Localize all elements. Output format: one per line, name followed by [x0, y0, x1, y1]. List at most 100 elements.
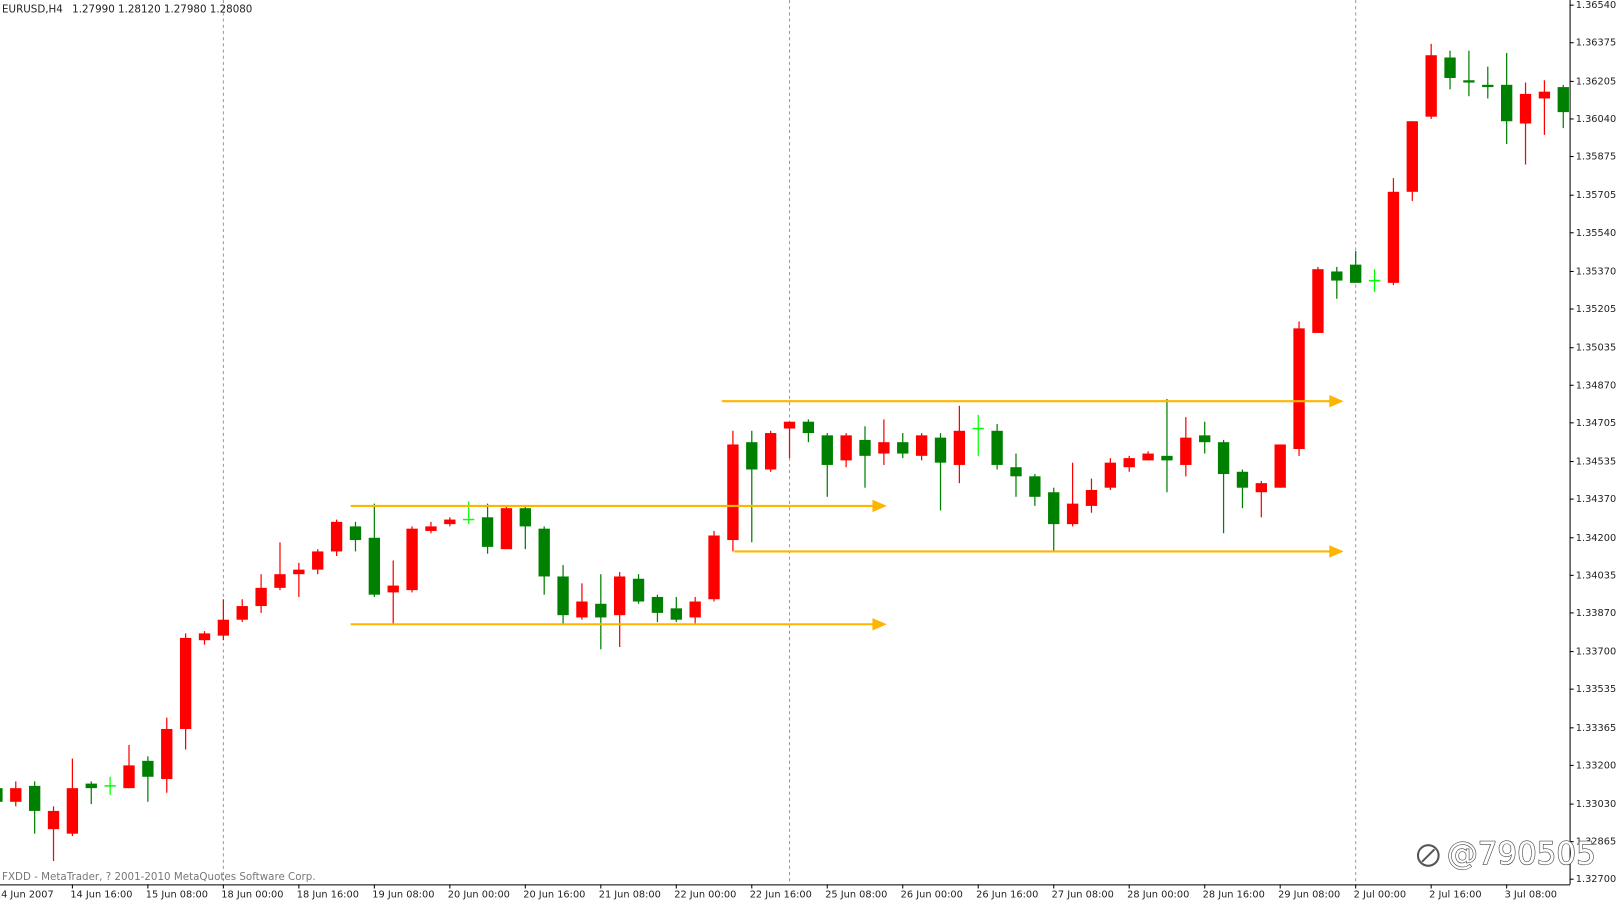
y-tick-label: 1.36375	[1576, 38, 1616, 49]
candle-body	[349, 526, 362, 541]
candle-body	[878, 442, 890, 454]
level-arrowhead	[872, 618, 887, 631]
candle-body	[991, 430, 1003, 465]
y-tick-label: 1.33870	[1576, 608, 1616, 619]
candle-body	[1350, 264, 1362, 283]
candle-body	[255, 587, 267, 607]
candle-body	[1010, 467, 1022, 477]
y-tick-label: 1.34705	[1576, 418, 1616, 429]
y-tick-label: 1.36040	[1576, 114, 1616, 125]
y-tick-label: 1.34200	[1576, 533, 1616, 544]
candle-body	[576, 601, 588, 618]
candle-body	[1142, 453, 1154, 461]
candle-body	[934, 437, 947, 463]
candle-body	[519, 508, 531, 527]
candle-body	[85, 783, 97, 789]
candle-body	[1180, 437, 1192, 465]
y-tick-label: 1.32865	[1576, 837, 1616, 848]
quote: 1.27990 1.28120 1.27980 1.28080	[72, 3, 252, 15]
candle-body	[406, 528, 418, 591]
y-tick-label: 1.34035	[1576, 570, 1616, 581]
candle-body	[538, 528, 550, 577]
candle-body	[0, 788, 3, 802]
y-tick-label: 1.33200	[1576, 760, 1616, 771]
candle-body	[651, 596, 664, 613]
watermark-icon	[1416, 844, 1440, 867]
candle-body	[481, 517, 494, 547]
watermark: @790505	[1447, 836, 1596, 872]
y-tick-label: 1.36205	[1576, 76, 1616, 87]
candle-body	[1500, 84, 1513, 122]
candle-body	[1066, 503, 1079, 525]
candle-body	[10, 788, 22, 802]
candle-body	[1029, 476, 1041, 497]
candle-body	[1387, 191, 1400, 283]
candle-body	[632, 578, 645, 602]
candle-body	[614, 576, 626, 616]
candle-body	[1406, 121, 1418, 192]
y-tick-label: 1.32700	[1576, 874, 1616, 885]
candle-body	[557, 576, 569, 616]
candle-body	[821, 435, 833, 465]
y-tick-label: 1.36540	[1576, 0, 1616, 11]
candle-body	[179, 637, 192, 729]
y-tick-label: 1.34870	[1576, 380, 1616, 391]
candle-body	[1048, 492, 1060, 525]
y-tick-label: 1.33030	[1576, 799, 1616, 810]
x-tick-label: 2 Jul 16:00	[1429, 890, 1481, 901]
candle-body	[1312, 269, 1324, 333]
candle-body	[689, 601, 701, 618]
footer: FXDD - MetaTrader, ? 2001-2010 MetaQuote…	[2, 871, 316, 883]
candle-body	[28, 785, 41, 811]
x-tick-label: 2 Jul 00:00	[1354, 890, 1406, 901]
symbol: EURUSD,H4	[2, 3, 63, 15]
candle-body	[840, 435, 852, 461]
candle-body	[293, 569, 305, 575]
candle-body	[330, 521, 343, 552]
x-tick-label: 19 Jun 08:00	[372, 890, 434, 901]
x-tick-label: 15 Jun 08:00	[146, 890, 208, 901]
y-tick-label: 1.33365	[1576, 723, 1616, 734]
candle-body	[161, 728, 173, 780]
level-arrowhead	[1329, 545, 1344, 558]
candle-body	[217, 619, 230, 636]
candle-body	[1293, 328, 1305, 450]
candle-body	[1085, 489, 1098, 506]
candle-body	[915, 435, 928, 456]
candle-body	[1425, 55, 1437, 117]
x-tick-label: 29 Jun 08:00	[1278, 890, 1340, 901]
y-tick-label: 1.33700	[1576, 647, 1616, 658]
candle-body	[897, 442, 909, 454]
candle-body	[1274, 444, 1286, 488]
y-tick-label: 1.33535	[1576, 684, 1616, 695]
candle-body	[802, 421, 815, 434]
candle-body	[1557, 87, 1569, 113]
candle-body	[595, 603, 607, 618]
candle-body	[953, 430, 966, 465]
candle-body	[1123, 458, 1135, 468]
candle-body	[47, 810, 60, 830]
x-tick-label: 20 Jun 16:00	[523, 890, 585, 901]
x-tick-label: 22 Jun 00:00	[674, 890, 736, 901]
y-tick-label: 1.34535	[1576, 457, 1616, 468]
candle-body	[1217, 442, 1230, 475]
candle-body	[123, 765, 135, 789]
candle-body	[198, 633, 211, 641]
x-tick-label: 20 Jun 00:00	[448, 890, 510, 901]
candle-body	[425, 526, 437, 531]
level-arrowhead	[1329, 395, 1344, 408]
x-tick-label: 18 Jun 16:00	[297, 890, 359, 901]
candle-body	[1255, 483, 1267, 493]
y-tick-label: 1.35540	[1576, 228, 1616, 239]
x-tick-label: 26 Jun 00:00	[901, 890, 963, 901]
y-tick-label: 1.35705	[1576, 190, 1616, 201]
candle-body	[66, 788, 79, 834]
candle-body	[1199, 435, 1211, 443]
x-tick-label: 18 Jun 00:00	[221, 890, 283, 901]
x-tick-label: 3 Jul 08:00	[1505, 890, 1557, 901]
candle-body	[783, 421, 796, 429]
candle-body	[1444, 57, 1456, 78]
